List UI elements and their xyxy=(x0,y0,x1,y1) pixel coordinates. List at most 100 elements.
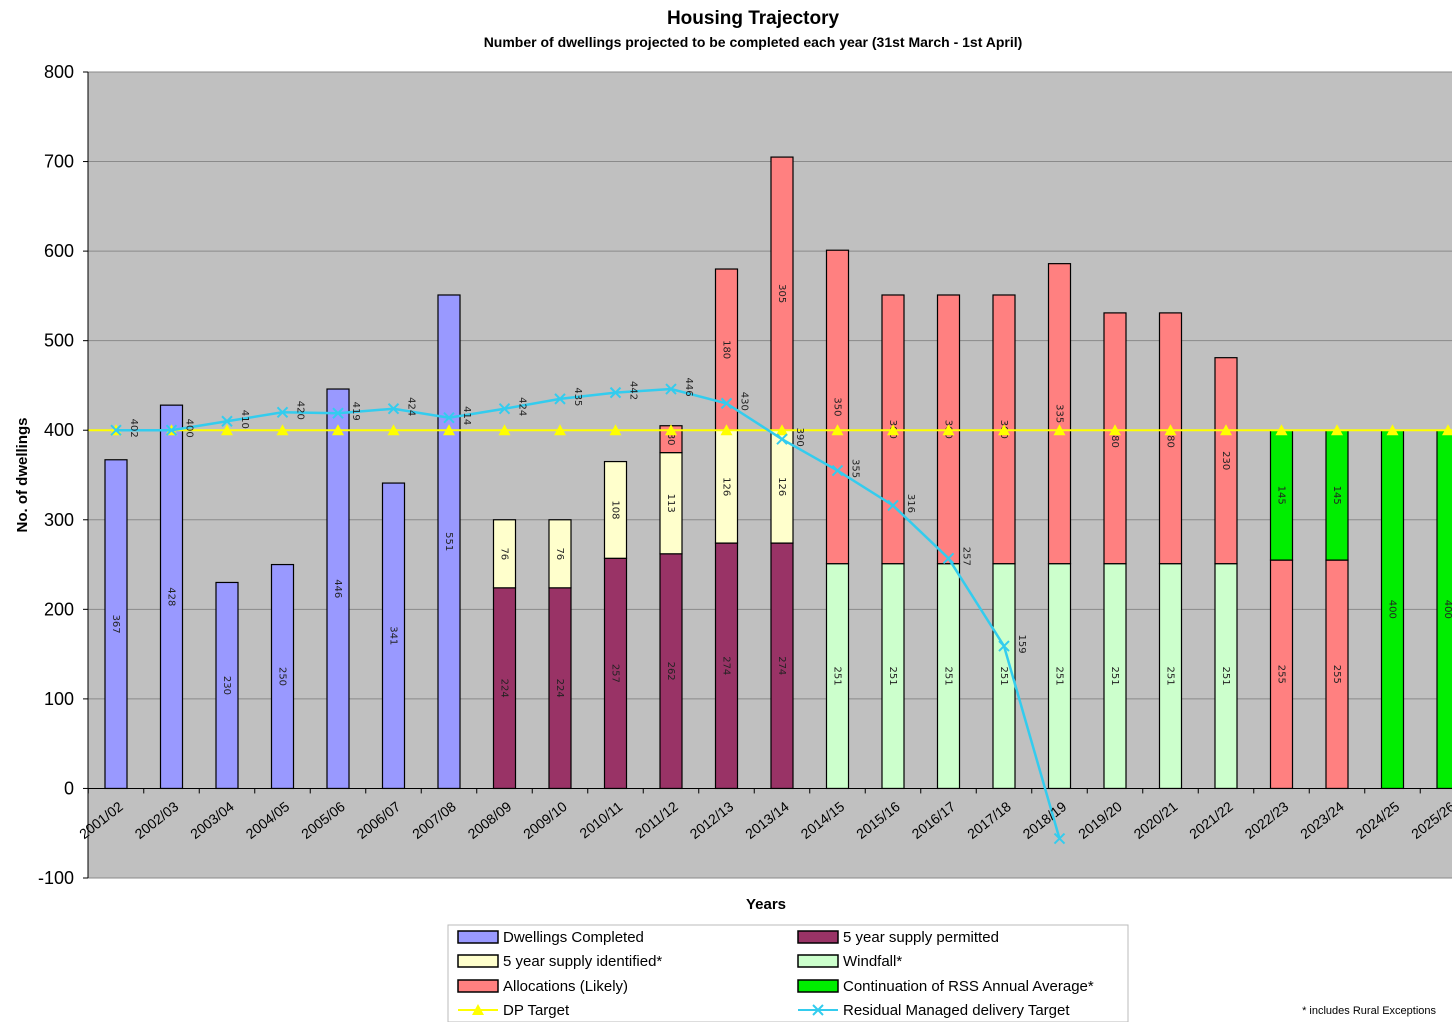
bar-data-label: 305 xyxy=(776,284,787,303)
y-tick-label: 0 xyxy=(64,778,74,798)
bar-segment xyxy=(1158,312,1183,565)
line-data-label: 419 xyxy=(350,402,361,421)
bar-data-label: 224 xyxy=(499,679,510,698)
bar-data-label: 400 xyxy=(1442,600,1452,619)
bar-data-label: 224 xyxy=(554,679,565,698)
bar-data-label: 341 xyxy=(388,626,399,645)
y-axis-title: No. of dwellings xyxy=(14,418,31,533)
bar-segment xyxy=(381,482,406,790)
residual-target-marker xyxy=(1053,832,1066,845)
dp-target-marker xyxy=(443,424,455,436)
residual-target-marker xyxy=(387,403,400,415)
line-data-label: 442 xyxy=(628,381,639,400)
dp-target-marker xyxy=(332,424,344,436)
bar-data-label: 367 xyxy=(110,615,121,634)
dp-target-marker xyxy=(720,424,733,436)
dp-target-marker xyxy=(776,424,788,436)
dp-target-marker xyxy=(942,424,955,436)
residual-target-marker xyxy=(498,403,511,415)
line-data-label: 424 xyxy=(406,397,417,416)
line-data-label: 414 xyxy=(461,406,472,425)
residual-target-marker xyxy=(720,397,733,410)
bar-data-label: 280 xyxy=(1109,429,1120,448)
y-tick-label: 600 xyxy=(44,241,74,261)
bar-data-label: 335 xyxy=(1054,404,1065,423)
bar-data-label: 255 xyxy=(1331,665,1342,684)
legend-label: 5 year supply identified* xyxy=(503,953,662,970)
line-series xyxy=(88,383,1452,845)
line-data-label: 400 xyxy=(184,419,195,438)
dp-target-marker xyxy=(498,424,511,436)
dp-target-marker xyxy=(276,424,289,436)
bar-segment xyxy=(215,581,239,790)
bar-segment xyxy=(437,294,461,790)
bar-data-label: 251 xyxy=(1109,667,1120,686)
bar-segment xyxy=(1047,263,1072,565)
residual-target-marker xyxy=(221,415,233,427)
residual-target-marker xyxy=(887,499,899,512)
dp-target-marker xyxy=(1275,424,1288,436)
x-axis-title: Years xyxy=(746,896,786,913)
legend-label: Residual Managed delivery Target xyxy=(843,1002,1070,1019)
residual-target-marker xyxy=(165,424,178,436)
bar-data-label: 274 xyxy=(721,656,732,675)
residual-target-marker xyxy=(554,393,566,405)
residual-target-line xyxy=(116,387,1061,839)
bar-data-label: 446 xyxy=(332,579,343,598)
bar-segment xyxy=(1214,357,1238,565)
y-tick-label: 800 xyxy=(44,62,74,82)
legend-label: 5 year supply permitted xyxy=(843,929,999,946)
bar-data-label: 251 xyxy=(1165,667,1176,686)
dp-target-marker xyxy=(831,424,844,436)
residual-target-marker xyxy=(831,464,844,477)
legend-swatch xyxy=(797,979,839,993)
line-data-label: 402 xyxy=(128,419,139,438)
residual-target-marker xyxy=(665,383,677,395)
bar-data-label: 280 xyxy=(1165,429,1176,448)
bar-segment xyxy=(326,388,350,790)
line-data-label: 446 xyxy=(683,377,694,396)
line-data-label: 420 xyxy=(295,401,306,420)
bar-data-label: 428 xyxy=(166,587,177,606)
bar-data-label: 251 xyxy=(1054,667,1065,686)
line-data-label: 410 xyxy=(239,410,250,429)
dp-target-marker xyxy=(221,424,233,436)
bar-data-label: 76 xyxy=(554,547,565,560)
dp-target-marker xyxy=(1442,424,1452,436)
dp-target-marker xyxy=(1109,424,1121,436)
line-labels: 402 400 410 420 419 424 414 424 435 442 446 430 390 3… xyxy=(128,377,1027,653)
bar-segment xyxy=(159,404,184,790)
y-ticks: -100 0 100 200 300 400 500 600 700 800 xyxy=(38,62,88,888)
bar-data-label: 251 xyxy=(998,667,1009,686)
residual-target-marker xyxy=(276,406,289,419)
line-data-label: 257 xyxy=(961,547,972,566)
bar-segment xyxy=(603,460,628,559)
bar-data-label: 257 xyxy=(610,664,621,683)
y-tick-label: 400 xyxy=(44,420,74,440)
dp-target-marker xyxy=(1164,424,1177,436)
legend: Dwellings Completed 5 year supply permitt… xyxy=(457,929,1094,1019)
bar-data-label: 251 xyxy=(1220,667,1231,686)
bar-segment xyxy=(825,249,850,565)
dp-target-marker xyxy=(1331,424,1343,436)
footnote: * includes Rural Exceptions xyxy=(1302,1005,1436,1017)
line-data-label: 316 xyxy=(905,494,916,513)
bar-data-label: 250 xyxy=(277,667,288,686)
residual-target-marker xyxy=(998,640,1010,652)
bar-data-label: 108 xyxy=(610,500,621,519)
line-data-label: 430 xyxy=(739,392,750,411)
dp-target-marker xyxy=(665,424,677,436)
bar-data-label: 551 xyxy=(443,532,454,551)
bar-data-label: 262 xyxy=(665,662,676,681)
bar-segment xyxy=(548,519,572,589)
dp-target-marker xyxy=(887,424,899,436)
bar-segment xyxy=(492,519,517,589)
bar-data-label: 251 xyxy=(832,667,843,686)
legend-swatch xyxy=(797,930,839,944)
bar-data-label: 230 xyxy=(221,676,232,695)
bar-data-label: 145 xyxy=(1331,486,1342,505)
legend-triangle-marker xyxy=(472,1004,484,1015)
bar-data-label: 251 xyxy=(887,667,898,686)
bar-data-label: 274 xyxy=(776,656,787,675)
legend-swatch xyxy=(457,930,499,944)
